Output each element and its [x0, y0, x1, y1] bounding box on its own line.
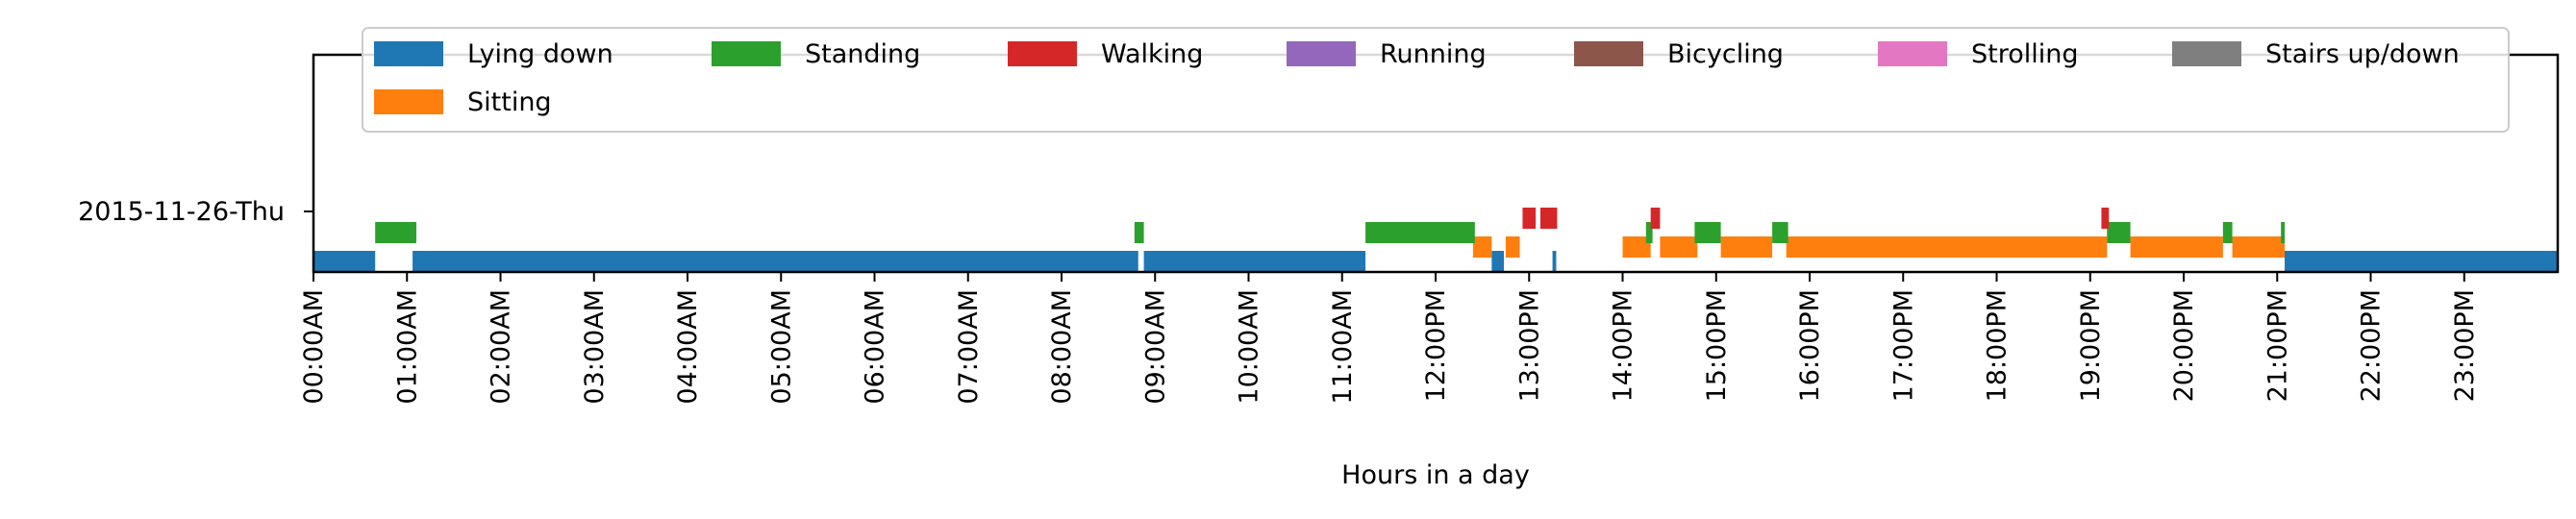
activity-bar-sitting	[1472, 236, 1492, 258]
activity-bar-walking	[1650, 208, 1661, 229]
legend-label: Sitting	[467, 87, 552, 117]
x-axis: 00:00AM 01:00AM 02:00AM 03:00AM 04:00AM 05:00…	[299, 272, 2480, 405]
activity-bar-walking	[1522, 208, 1537, 229]
activity-bar-sitting	[2232, 236, 2286, 258]
legend-label: Running	[1380, 39, 1487, 69]
x-tick-label: 19:00PM	[2076, 289, 2106, 402]
x-tick-label: 08:00AM	[1047, 289, 1077, 405]
legend-label: Stairs up/down	[2265, 39, 2460, 69]
activity-bar-standing	[1645, 222, 1653, 243]
activity-bar-standing	[1694, 222, 1721, 243]
activity-bar-lying-down	[1491, 251, 1504, 272]
legend-label: Walking	[1101, 39, 1203, 69]
y-axis: 2015-11-26-Thu	[78, 197, 313, 227]
x-tick-label: 11:00AM	[1328, 289, 1358, 405]
x-tick-label: 15:00PM	[1702, 289, 1732, 402]
activity-bar-walking	[1539, 208, 1558, 229]
legend-frame	[362, 27, 2510, 133]
activity-bar-standing	[2222, 222, 2233, 243]
x-tick-label: 01:00AM	[392, 289, 422, 405]
x-tick-label: 23:00PM	[2450, 289, 2480, 402]
activity-bars	[313, 208, 2558, 272]
activity-bar-standing	[375, 222, 416, 243]
legend-label: Bicycling	[1667, 39, 1784, 69]
legend-label: Standing	[805, 39, 920, 69]
activity-bar-standing	[1365, 222, 1475, 243]
activity-bar-sitting	[1505, 236, 1520, 258]
x-tick-label: 14:00PM	[1609, 289, 1638, 402]
activity-bar-sitting	[1720, 236, 1773, 258]
x-tick-label: 09:00AM	[1140, 289, 1170, 405]
activity-bar-standing	[2107, 222, 2131, 243]
x-tick-label: 22:00PM	[2357, 289, 2387, 402]
x-tick-label: 10:00AM	[1235, 289, 1264, 405]
x-tick-label: 05:00AM	[766, 289, 796, 405]
x-tick-label: 16:00PM	[1795, 289, 1825, 402]
x-tick-label: 13:00PM	[1514, 289, 1544, 402]
activity-bar-standing	[1134, 222, 1144, 243]
legend-swatch	[374, 89, 443, 114]
legend-swatch	[712, 41, 781, 66]
x-tick-label: 02:00AM	[487, 289, 516, 405]
activity-bar-sitting	[1660, 236, 1698, 258]
legend-swatch	[1287, 41, 1356, 66]
x-tick-label: 03:00AM	[580, 289, 610, 405]
x-tick-label: 04:00AM	[673, 289, 703, 405]
activity-bar-lying-down	[313, 251, 376, 272]
activity-bar-standing	[1772, 222, 1788, 243]
activity-bar-lying-down	[1552, 251, 1557, 272]
legend-swatch	[1574, 41, 1643, 66]
activity-bar-lying-down	[413, 251, 1138, 272]
x-tick-label: 20:00PM	[2169, 289, 2199, 402]
x-tick-label: 17:00PM	[1888, 289, 1918, 402]
activity-bar-lying-down	[2285, 251, 2558, 272]
x-tick-label: 06:00AM	[861, 289, 890, 405]
legend-swatch	[374, 41, 443, 66]
x-tick-label: 12:00PM	[1421, 289, 1451, 402]
x-tick-label: 18:00PM	[1983, 289, 2013, 402]
activity-bar-walking	[2101, 208, 2110, 229]
activity-bar-sitting	[1622, 236, 1651, 258]
x-tick-label: 07:00AM	[954, 289, 984, 405]
legend-label: Lying down	[467, 39, 613, 69]
x-tick-label: 00:00AM	[299, 289, 329, 405]
activity-bar-sitting	[1786, 236, 2108, 258]
x-tick-label: 21:00PM	[2263, 289, 2292, 402]
legend-swatch	[1878, 41, 1947, 66]
legend: Lying down Standing Walking Running Bicyclin…	[362, 27, 2510, 133]
activity-bar-sitting	[2130, 236, 2223, 258]
y-tick-label: 2015-11-26-Thu	[78, 197, 285, 227]
legend-label: Strolling	[1971, 39, 2079, 69]
legend-swatch	[1008, 41, 1077, 66]
legend-swatch	[2172, 41, 2241, 66]
x-axis-label: Hours in a day	[1341, 460, 1530, 490]
activity-bar-lying-down	[1143, 251, 1366, 272]
activity-bar-standing	[2281, 222, 2286, 243]
